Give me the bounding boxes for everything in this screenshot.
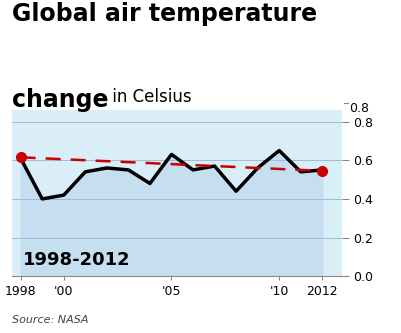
Text: 0.8: 0.8 [348, 102, 368, 115]
Text: Source: NASA: Source: NASA [12, 315, 88, 325]
Text: in Celsius: in Celsius [106, 88, 191, 106]
Text: Global air temperature: Global air temperature [12, 2, 316, 26]
Text: change: change [12, 88, 108, 112]
Text: 1998-2012: 1998-2012 [23, 251, 130, 269]
